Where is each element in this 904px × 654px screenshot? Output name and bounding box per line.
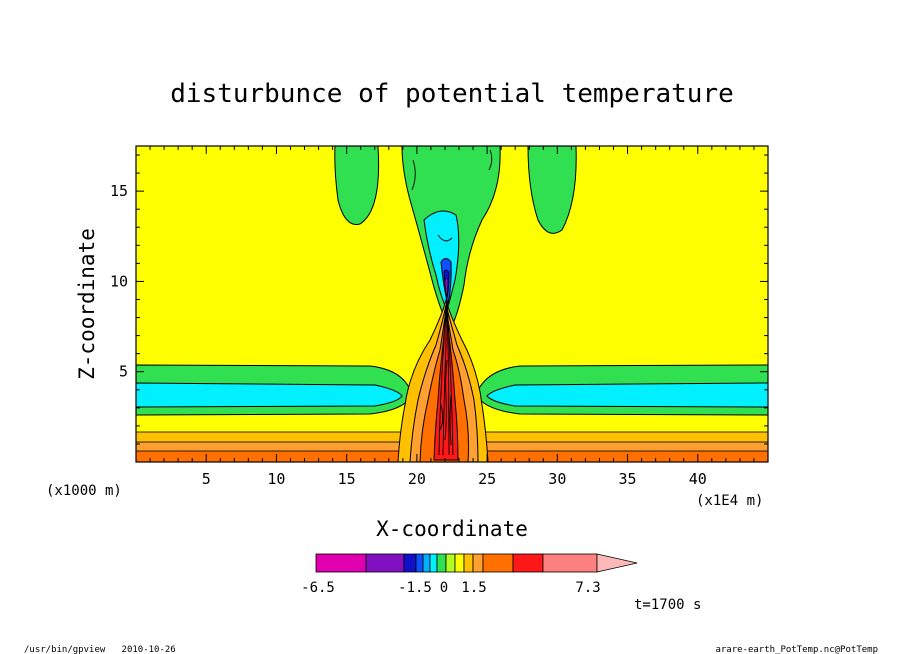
- colorbar-segment: [429, 553, 438, 573]
- y-tick-label: 10: [110, 272, 128, 290]
- colorbar-segment: [365, 553, 405, 573]
- time-label: t=1700 s: [634, 597, 701, 613]
- field-lobe-left: [334, 146, 380, 225]
- colorbar-segment: [436, 553, 447, 573]
- plot-frame: [135, 145, 769, 463]
- x-tick-label: 5: [202, 470, 211, 488]
- axis-ticks: [135, 146, 769, 463]
- field-core-contours: [411, 149, 493, 456]
- colorbar-segment: [415, 553, 424, 573]
- colorbar-label: 7.3: [575, 580, 600, 596]
- colorbar-label: -6.5: [301, 580, 335, 596]
- x-tick-labels: 5 10 15 20 25 30 35 40: [202, 470, 707, 488]
- y-tick-labels: 5 10 15: [110, 182, 128, 381]
- x-tick-label: 40: [689, 470, 707, 488]
- field-plume-purple: [444, 278, 449, 297]
- colorbar-label: 1.5: [461, 580, 486, 596]
- colorbar: [315, 553, 638, 573]
- colorbar-segment: [445, 553, 456, 573]
- y-axis-label: Z-coordinate: [75, 228, 99, 380]
- colorbar-segment: [512, 553, 544, 573]
- x-tick-label: 15: [338, 470, 356, 488]
- colorbar-segment: [454, 553, 465, 573]
- x-tick-label: 20: [408, 470, 426, 488]
- x-unit-left: (x1000 m): [46, 483, 122, 499]
- x-tick-label: 10: [267, 470, 285, 488]
- colorbar-segment: [472, 553, 484, 573]
- field-lobe-right: [527, 146, 577, 234]
- colorbar-label: -1.5: [398, 580, 432, 596]
- colorbar-segment: [463, 553, 474, 573]
- y-tick-label: 15: [110, 182, 128, 200]
- colorbar-segment: [422, 553, 431, 573]
- y-tick-label: 5: [119, 363, 128, 381]
- footer-left: /usr/bin/gpview 2010-10-26: [24, 645, 176, 654]
- colorbar-label: 0: [440, 580, 448, 596]
- chart-title: disturbunce of potential temperature: [170, 79, 734, 109]
- footer-right: arare-earth_PotTemp.nc@PotTemp: [715, 645, 878, 654]
- colorbar-segment: [403, 553, 417, 573]
- x-unit-right: (x1E4 m): [696, 493, 763, 509]
- field-band-right-cyan: [486, 382, 768, 408]
- colorbar-segment: [542, 553, 598, 573]
- field-band-left-cyan: [136, 382, 403, 408]
- plot-area: [136, 146, 768, 462]
- x-axis-label: X-coordinate: [376, 517, 528, 541]
- x-tick-label: 35: [619, 470, 637, 488]
- colorbar-segment: [482, 553, 514, 573]
- colorbar-labels: -6.5 -1.5 0 1.5 7.3: [301, 580, 601, 596]
- colorbar-extension: [596, 553, 638, 573]
- colorbar-segment: [315, 553, 367, 573]
- x-tick-label: 30: [548, 470, 566, 488]
- x-tick-label: 25: [478, 470, 496, 488]
